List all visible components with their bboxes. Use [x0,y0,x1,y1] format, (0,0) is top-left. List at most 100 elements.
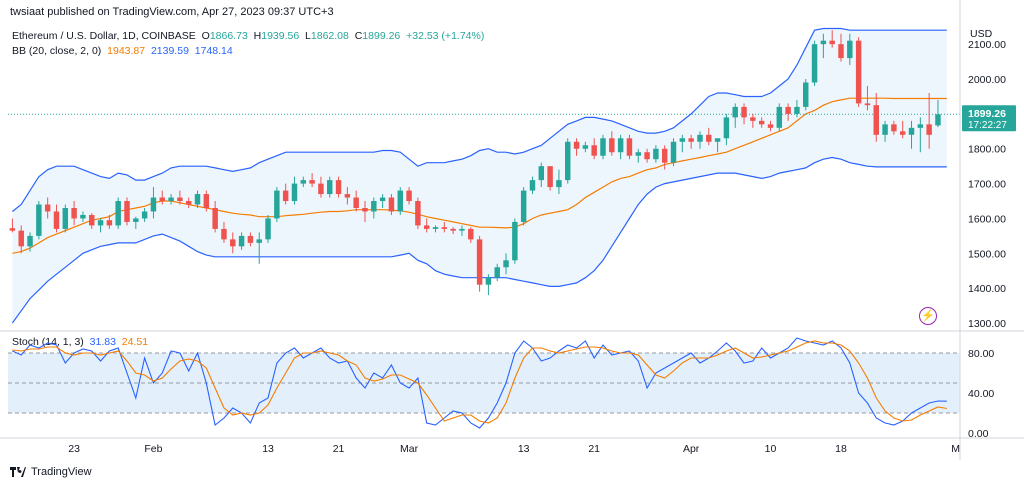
lightning-icon[interactable]: ⚡ [919,307,937,325]
time-tick-label: M [951,443,960,455]
candle-body [847,40,853,59]
candle-body [353,197,359,208]
candle-body [238,235,245,247]
price-tick-label: 1500.00 [968,248,1006,260]
time-tick-label: Feb [144,443,162,455]
bb-lower-value: 1748.14 [194,45,233,57]
publish-line: twsiaat published on TradingView.com, Ap… [10,6,334,18]
candle-body [265,218,271,240]
candle-body [873,105,879,135]
candle-body [803,82,809,107]
candle-body [133,218,139,222]
candle-body [891,124,897,132]
time-tick-label: 18 [835,443,847,455]
candle-body [327,180,333,195]
stoch-k-value: 31.83 [89,336,116,348]
close-label: C [354,30,363,42]
candle-body [758,120,765,125]
candle-body [767,124,774,128]
stoch-tick-label: 40.00 [968,388,994,400]
open-label: O [201,30,210,42]
candle-body [732,106,738,118]
candle-body [573,141,580,149]
candle-body [212,208,218,229]
candle-body [785,106,791,114]
candle-body [935,114,941,126]
price-tick-label: 1700.00 [968,179,1006,191]
time-tick-label: 21 [588,443,600,455]
candle-body [124,201,130,222]
candle-body [397,190,403,212]
candle-body [723,117,730,139]
candle-body [9,228,16,231]
price-tag-countdown: 17:22:27 [968,120,1007,131]
candle-body [855,40,862,104]
open-value: 1866.73 [209,30,248,42]
candle-body [776,106,783,128]
candle-body [80,214,86,219]
candle-body [36,204,42,236]
time-tick-label: Mar [400,443,419,455]
candle-body [344,194,351,198]
low-value: 1862.08 [310,30,349,42]
candle-body [609,138,615,153]
candle-body [362,208,368,212]
candle-body [71,208,77,219]
candle-body [829,40,835,45]
candle-body [697,134,703,142]
candle-body [820,40,827,45]
time-tick-label: 23 [68,443,80,455]
low-label: L [305,30,311,42]
candle-body [318,183,324,195]
stoch-k-line [12,337,947,429]
candle-body [899,131,906,135]
candle-body [494,267,500,278]
candle-body [635,152,641,156]
stoch-tick-label: 0.00 [968,428,989,440]
bb-legend: BB (20, close, 2, 0) 1943.87 2139.59 174… [12,45,233,57]
candle-body [864,103,871,106]
candle-body [503,260,509,268]
candle-body [221,228,227,240]
candle-body [661,148,668,163]
time-tick-label: 21 [333,443,345,455]
candle-body [600,138,606,156]
stoch-tick-label: 80.00 [968,348,994,360]
candle-body [194,194,201,205]
candle-body [450,228,456,231]
candle-body [62,208,69,229]
candle-body [159,197,165,202]
price-tick-label: 1400.00 [968,283,1006,295]
candle-body [582,145,589,149]
price-pane[interactable] [8,27,960,324]
candle-body [432,227,439,229]
candle-body [626,138,633,156]
candle-body [512,221,518,261]
candle-body [926,124,932,135]
candle-body [168,197,174,202]
candle-body [44,204,51,212]
candle-body [141,211,148,219]
candle-body [335,180,342,195]
candle-body [441,227,448,229]
candle-body [53,211,60,229]
candle-body [688,138,694,142]
candle-body [256,239,262,243]
bb-basis-value: 1943.87 [107,45,146,57]
candle-body [520,190,527,222]
candle-body [415,201,421,226]
candle-body [468,228,474,240]
candle-body [882,124,888,135]
candle-body [679,138,686,142]
candle-body [838,44,844,59]
candle-body [917,124,924,128]
stoch-pane[interactable] [8,337,960,429]
candle-body [97,220,104,226]
candle-body [529,180,536,191]
candle-body [185,201,192,205]
price-tag-bg [962,105,1016,132]
high-label: H [253,30,262,42]
axes: USD 1300.00 1400.00 1500.00 1600.00 1700.00 18… [0,0,1024,460]
symbol-legend: Ethereum / U.S. Dollar, 1D, COINBASE O18… [12,30,484,42]
